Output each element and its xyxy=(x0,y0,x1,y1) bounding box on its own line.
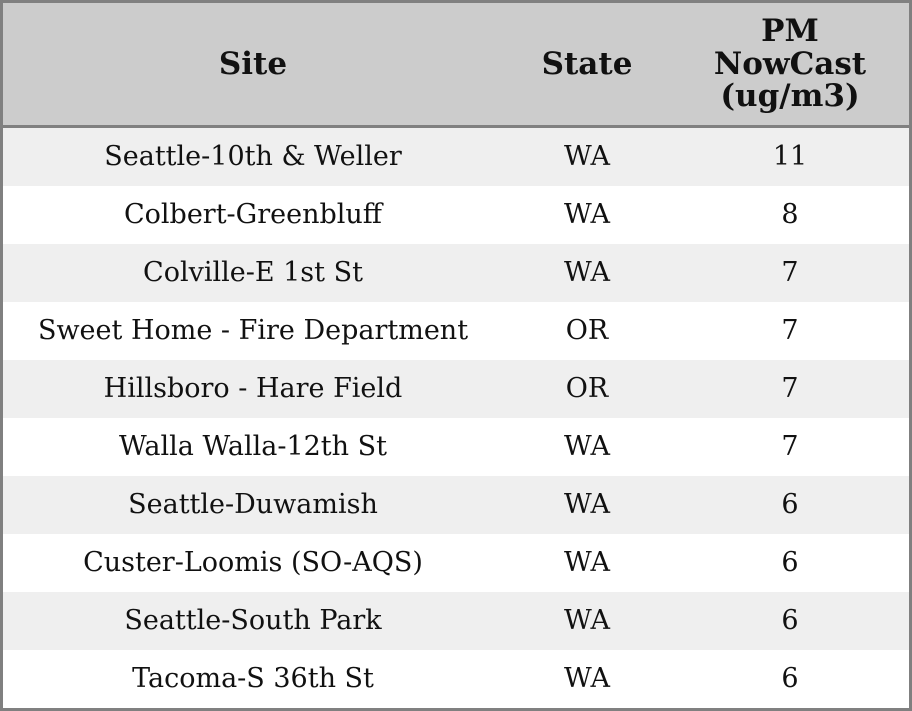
table-cell-value: 7 xyxy=(781,432,799,462)
table-cell-site: Seattle-Duwamish xyxy=(128,490,378,520)
table-row[interactable]: Seattle-Duwamish WA 6 xyxy=(3,476,909,534)
table-cell-value: 8 xyxy=(781,200,799,230)
table-cell-state: WA xyxy=(564,664,610,694)
column-header-line: NowCast xyxy=(713,45,867,82)
table-cell-value: 6 xyxy=(781,664,799,694)
table-cell-value: 11 xyxy=(772,142,808,172)
table-cell-value: 7 xyxy=(781,316,799,346)
table-cell-site: Walla Walla-12th St xyxy=(119,432,387,462)
table-cell-state: WA xyxy=(564,432,610,462)
table-row[interactable]: Walla Walla-12th St WA 7 xyxy=(3,418,909,476)
table-row[interactable]: Tacoma-S 36th St WA 6 xyxy=(3,650,909,708)
table-cell-site: Tacoma-S 36th St xyxy=(132,664,374,694)
table-cell-value: 7 xyxy=(781,258,799,288)
table-cell-site: Seattle-10th & Weller xyxy=(104,142,402,172)
column-header-line: PM xyxy=(761,14,819,49)
table-header-row: Site State PM NowCast (ug/m3) xyxy=(3,3,909,128)
table-row[interactable]: Colbert-Greenbluff WA 8 xyxy=(3,186,909,244)
table-cell-state: WA xyxy=(564,548,610,578)
table-cell-value: 6 xyxy=(781,606,799,636)
column-header-line: State xyxy=(541,47,633,81)
table-body: Seattle-10th & Weller WA 11 Colbert-Greenbl… xyxy=(3,128,909,708)
table-cell-state: WA xyxy=(564,200,610,230)
table-row[interactable]: Custer-Loomis (SO-AQS) WA 6 xyxy=(3,534,909,592)
table-row[interactable]: Seattle-South Park WA 6 xyxy=(3,592,909,650)
table-cell-value: 6 xyxy=(781,490,799,520)
column-header-site: Site xyxy=(3,48,503,81)
table-cell-site: Hillsboro - Hare Field xyxy=(103,374,403,404)
table-cell-site: Colville-E 1st St xyxy=(143,258,363,288)
table-cell-state: WA xyxy=(564,490,610,520)
table-cell-site: Colbert-Greenbluff xyxy=(123,200,382,230)
column-header-line: Site xyxy=(218,47,288,81)
table-row[interactable]: Colville-E 1st St WA 7 xyxy=(3,244,909,302)
table-cell-value: 7 xyxy=(781,374,799,404)
table-cell-state: OR xyxy=(565,316,609,346)
table-cell-value: 6 xyxy=(781,548,799,578)
table-cell-state: OR xyxy=(565,374,609,404)
table-row[interactable]: Hillsboro - Hare Field OR 7 xyxy=(3,360,909,418)
table-row[interactable]: Seattle-10th & Weller WA 11 xyxy=(3,128,909,186)
table-cell-site: Sweet Home - Fire Department xyxy=(37,316,469,346)
table-cell-state: WA xyxy=(564,258,610,288)
table-cell-site: Custer-Loomis (SO-AQS) xyxy=(83,548,423,578)
column-header-state: State xyxy=(503,48,671,81)
column-header-line: (ug/m3) xyxy=(720,78,860,114)
table-cell-site: Seattle-South Park xyxy=(124,606,382,636)
table-cell-state: WA xyxy=(564,606,610,636)
column-header-pm-nowcast: PM NowCast (ug/m3) xyxy=(671,15,909,114)
table-row[interactable]: Sweet Home - Fire Department OR 7 xyxy=(3,302,909,360)
table-cell-state: WA xyxy=(564,142,610,172)
